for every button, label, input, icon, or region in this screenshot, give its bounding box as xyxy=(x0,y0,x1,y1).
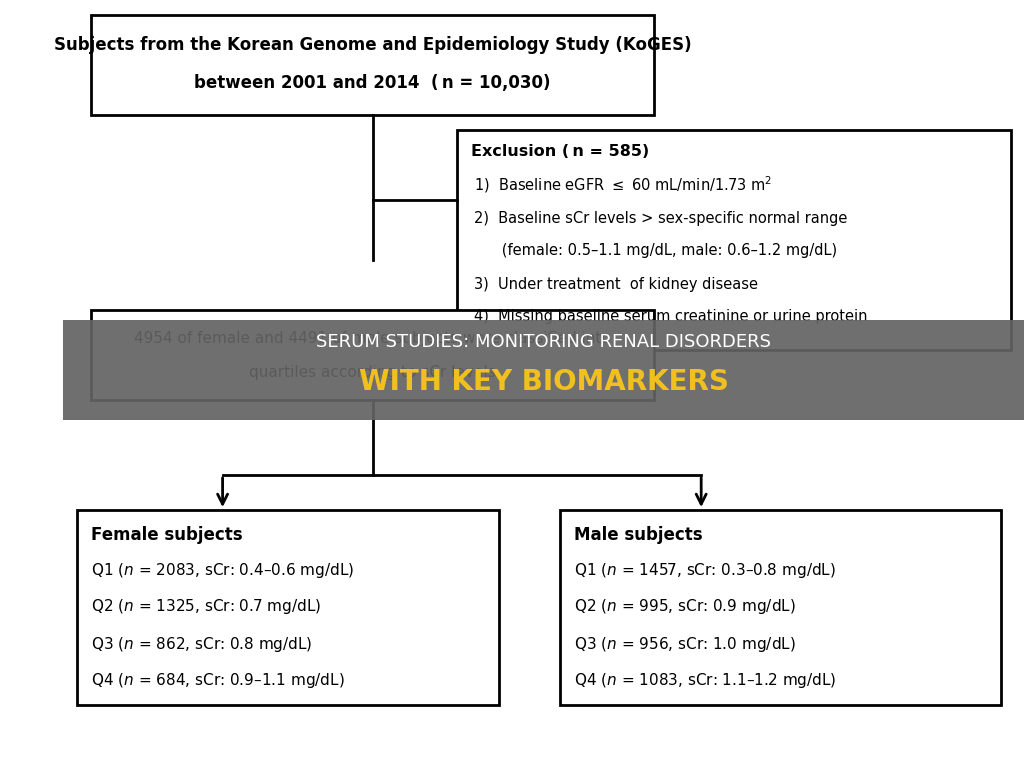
Text: Q4 ($\it{n}$ = 1083, sCr: 1.1–1.2 mg/dL): Q4 ($\it{n}$ = 1083, sCr: 1.1–1.2 mg/dL) xyxy=(574,672,837,690)
Text: 1)  Baseline eGFR $\leq$ 60 mL/min/1.73 m$^2$: 1) Baseline eGFR $\leq$ 60 mL/min/1.73 m… xyxy=(474,174,772,195)
Bar xyxy=(91,15,654,115)
Text: Q1 ($\it{n}$ = 1457, sCr: 0.3–0.8 mg/dL): Q1 ($\it{n}$ = 1457, sCr: 0.3–0.8 mg/dL) xyxy=(574,560,837,580)
Bar xyxy=(91,310,654,400)
Bar xyxy=(560,510,1001,705)
Text: 4954 of female and 4491 of male subjects were classified into: 4954 of female and 4491 of male subjects… xyxy=(134,330,611,346)
Text: Male subjects: Male subjects xyxy=(574,526,703,544)
Bar xyxy=(77,510,500,705)
Text: Q2 ($\it{n}$ = 995, sCr: 0.9 mg/dL): Q2 ($\it{n}$ = 995, sCr: 0.9 mg/dL) xyxy=(574,598,797,617)
Text: SERUM STUDIES: MONITORING RENAL DISORDERS: SERUM STUDIES: MONITORING RENAL DISORDER… xyxy=(316,333,771,351)
Text: between 2001 and 2014  ( n = 10,030): between 2001 and 2014 ( n = 10,030) xyxy=(195,74,551,92)
Text: Exclusion ( n = 585): Exclusion ( n = 585) xyxy=(471,144,649,160)
Text: Q3 ($\it{n}$ = 956, sCr: 1.0 mg/dL): Q3 ($\it{n}$ = 956, sCr: 1.0 mg/dL) xyxy=(574,635,797,654)
Bar xyxy=(457,130,1011,350)
Text: quartiles according to sCr levels: quartiles according to sCr levels xyxy=(250,364,496,380)
Bar xyxy=(63,320,1024,420)
Text: 3)  Under treatment  of kidney disease: 3) Under treatment of kidney disease xyxy=(474,276,758,292)
Text: Q1 ($\it{n}$ = 2083, sCr: 0.4–0.6 mg/dL): Q1 ($\it{n}$ = 2083, sCr: 0.4–0.6 mg/dL) xyxy=(91,560,354,580)
Text: Q4 ($\it{n}$ = 684, sCr: 0.9–1.1 mg/dL): Q4 ($\it{n}$ = 684, sCr: 0.9–1.1 mg/dL) xyxy=(91,672,345,690)
Text: 4)  Missing baseline serum creatinine or urine protein: 4) Missing baseline serum creatinine or … xyxy=(474,310,867,324)
Text: 2)  Baseline sCr levels > sex-specific normal range: 2) Baseline sCr levels > sex-specific no… xyxy=(474,211,848,225)
Text: WITH KEY BIOMARKERS: WITH KEY BIOMARKERS xyxy=(358,368,728,396)
Text: Q3 ($\it{n}$ = 862, sCr: 0.8 mg/dL): Q3 ($\it{n}$ = 862, sCr: 0.8 mg/dL) xyxy=(91,635,312,654)
Text: Subjects from the Korean Genome and Epidemiology Study (KoGES): Subjects from the Korean Genome and Epid… xyxy=(54,36,691,54)
Text: (female: 0.5–1.1 mg/dL, male: 0.6–1.2 mg/dL): (female: 0.5–1.1 mg/dL, male: 0.6–1.2 mg… xyxy=(474,243,838,259)
Text: Q2 ($\it{n}$ = 1325, sCr: 0.7 mg/dL): Q2 ($\it{n}$ = 1325, sCr: 0.7 mg/dL) xyxy=(91,598,322,617)
Text: Female subjects: Female subjects xyxy=(91,526,243,544)
